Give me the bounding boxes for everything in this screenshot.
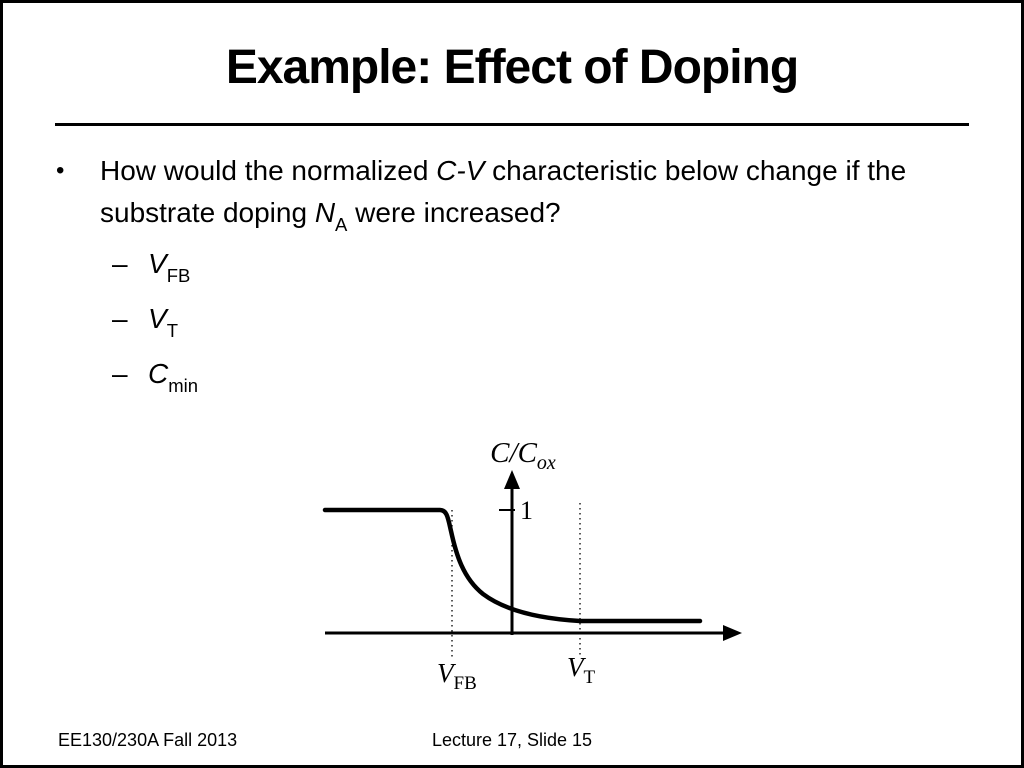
na-symbol: N [314, 197, 336, 228]
subitem-vt: – VT [112, 303, 178, 341]
y-axis-label: C/Cox [490, 437, 556, 474]
title-divider [55, 123, 969, 126]
vt-symbol: V [148, 303, 167, 334]
vt-axis-label-subscript: T [584, 667, 596, 688]
vt-axis-label-base: V [567, 652, 587, 682]
vt-axis-label: VT [567, 652, 596, 688]
bullet-text-part1: How would the normalized [100, 155, 437, 186]
main-bullet: • How would the normalized C-V character… [56, 150, 996, 236]
cv-curve-figure: 1 C/Cox VFB VT [322, 437, 742, 694]
vfb-axis-label-base: V [437, 658, 457, 688]
subitem-cmin: – Cmin [112, 358, 198, 396]
vfb-axis-label-subscript: FB [454, 673, 477, 694]
slide-title: Example: Effect of Doping [225, 41, 799, 94]
vfb-symbol: V [148, 248, 167, 279]
tick-one-label: 1 [520, 496, 533, 525]
dash-icon: – [112, 248, 128, 279]
bullet-text: How would the normalized C-V characteris… [100, 150, 996, 236]
y-axis-label-base: C/C [490, 437, 537, 469]
na-subscript: A [335, 213, 348, 235]
x-axis-arrow-icon [723, 625, 742, 641]
cmin-subscript: min [168, 374, 198, 396]
cv-curve [322, 507, 703, 624]
bullet-text-part3: were increased? [347, 197, 561, 228]
vfb-subscript: FB [166, 264, 191, 286]
bullet-marker: • [56, 157, 65, 184]
bullet-text-part2: characteristic below change if the subst… [100, 155, 907, 228]
subitem-vfb: – VFB [112, 248, 191, 286]
dash-icon: – [112, 303, 128, 334]
footer-course: EE130/230A Fall 2013 [58, 730, 238, 750]
y-axis-arrow-icon [504, 470, 520, 489]
y-axis-label-subscript: ox [537, 452, 556, 474]
cv-term: C-V [436, 155, 485, 186]
vfb-axis-label: VFB [437, 658, 477, 694]
vt-subscript: T [166, 319, 178, 341]
cmin-symbol: C [148, 358, 169, 389]
footer-slide-number: Lecture 17, Slide 15 [431, 730, 593, 750]
dash-icon: – [112, 358, 128, 389]
